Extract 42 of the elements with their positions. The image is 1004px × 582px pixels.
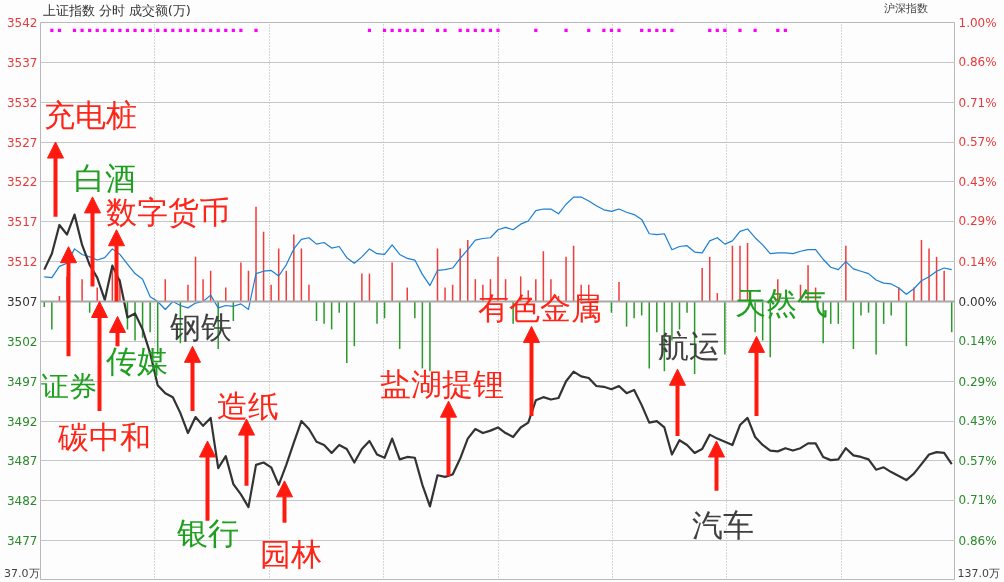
y-tick-label: 3482: [6, 494, 38, 509]
y-tick-label: 3537: [6, 55, 38, 70]
y2-tick-label: 0.29%: [958, 213, 997, 228]
annotation: 碳中和: [57, 419, 151, 456]
y-tick-label: 3527: [6, 135, 38, 150]
annotation: 银行: [175, 514, 239, 551]
text: 137.0万: [957, 566, 1000, 580]
annotation: 盐湖提锂: [379, 366, 504, 403]
annotation: 汽车: [691, 506, 754, 543]
y2-tick-label: 0.71%: [958, 96, 997, 111]
text: 沪深指数: [883, 2, 928, 15]
y2-tick-label: 0.43%: [958, 414, 997, 429]
y2-tick-label: 0.57%: [958, 453, 997, 468]
y-tick-label: 3477: [6, 534, 38, 549]
chart-title: 上证指数 分时 成交额(万): [42, 2, 191, 18]
text: 37.0万: [4, 566, 40, 580]
y2-tick-label: 0.14%: [958, 333, 997, 348]
annotation: 白酒: [73, 159, 136, 196]
y-tick-label: 3532: [6, 95, 38, 110]
y-tick-label: 3487: [6, 454, 38, 469]
y-tick-label: 3502: [6, 334, 38, 349]
annotation: 数字货币: [105, 193, 230, 230]
y2-tick-label: 0.29%: [958, 375, 997, 390]
y2-tick-label: 0.86%: [958, 534, 997, 549]
y-tick-label: 3517: [6, 215, 38, 230]
y2-tick-label: 0.00%: [958, 294, 997, 309]
y2-tick-label: 0.71%: [958, 492, 997, 507]
y-tick-label: 3522: [6, 175, 38, 190]
annotation: 充电桩: [44, 97, 137, 134]
y2-tick-label: 1.00%: [958, 15, 997, 30]
annotation: 证券: [40, 369, 97, 403]
y-tick-label: 3492: [6, 414, 38, 429]
y-tick-label: 3507: [6, 295, 38, 309]
y2-tick-label: 0.57%: [958, 135, 997, 150]
y2-tick-label: 0.86%: [958, 54, 997, 69]
annotation: 园林: [259, 535, 322, 572]
y-tick-label: 3542: [6, 16, 38, 30]
annotation: 造纸: [216, 388, 279, 425]
y-tick-label: 3497: [6, 374, 38, 389]
y-tick-label: 3512: [6, 255, 38, 270]
y2-tick-label: 0.14%: [958, 255, 997, 270]
y2-tick-label: 0.43%: [958, 174, 997, 189]
